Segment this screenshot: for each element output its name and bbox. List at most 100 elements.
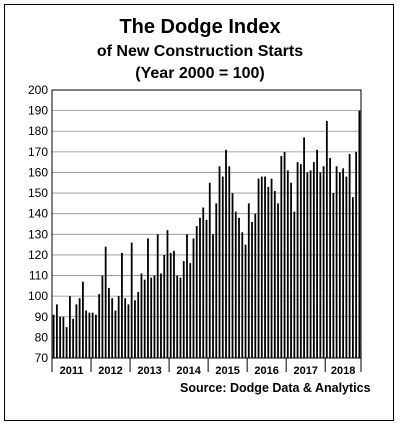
axes <box>51 89 362 372</box>
bar <box>108 287 110 358</box>
bar <box>286 170 289 358</box>
bar <box>130 242 133 358</box>
x-year-label: 2013 <box>137 365 161 377</box>
bar <box>101 275 104 358</box>
y-tick-label: 110 <box>29 269 48 283</box>
bar <box>322 166 325 358</box>
bar <box>202 207 205 358</box>
bar <box>72 318 75 358</box>
bar <box>355 151 358 358</box>
bar <box>283 151 286 358</box>
y-tick-label: 70 <box>35 351 49 365</box>
bar <box>182 261 185 358</box>
y-tick-label: 200 <box>28 83 48 97</box>
bar <box>290 182 292 358</box>
bar <box>345 176 348 358</box>
bar <box>59 316 62 358</box>
bar <box>121 252 123 358</box>
bar <box>137 292 140 358</box>
bar <box>303 137 305 358</box>
bar <box>169 252 172 358</box>
bar <box>264 176 266 358</box>
bar <box>234 211 237 358</box>
bar <box>257 178 260 358</box>
bar <box>127 304 130 358</box>
x-year-label: 2012 <box>98 365 122 377</box>
bar <box>280 155 283 358</box>
y-tick-label: 160 <box>28 165 48 179</box>
bar <box>52 314 55 358</box>
bar <box>351 197 354 358</box>
bar <box>143 279 146 358</box>
x-year-label: 2017 <box>293 365 317 377</box>
bar <box>88 312 91 358</box>
y-tick-label: 140 <box>28 207 48 221</box>
bar <box>251 221 253 358</box>
bar <box>160 273 162 358</box>
bar <box>189 263 192 358</box>
bar <box>254 213 257 358</box>
bar <box>82 281 84 358</box>
y-tick-label: 170 <box>28 145 48 159</box>
bar <box>199 217 201 358</box>
y-tick-label: 80 <box>35 330 49 344</box>
x-year-label: 2011 <box>60 365 84 377</box>
bar <box>104 246 107 358</box>
y-tick-label: 190 <box>28 104 48 118</box>
bar <box>319 172 322 358</box>
bar <box>306 172 309 358</box>
y-tick-label: 150 <box>28 186 48 200</box>
y-tick-labels: 70 80 90 100 110 120 130 140 150 160 170 180 190 200 <box>28 83 48 365</box>
bar <box>267 186 270 358</box>
bar <box>195 226 198 358</box>
bar <box>277 203 279 358</box>
bar <box>270 178 273 358</box>
x-year-label: 2015 <box>215 365 239 377</box>
bar <box>55 304 58 358</box>
bar <box>260 176 263 358</box>
bar <box>348 153 351 358</box>
bar <box>221 176 224 358</box>
bar <box>309 170 312 358</box>
bar <box>329 158 331 358</box>
bar <box>134 300 136 358</box>
bar <box>312 162 315 358</box>
bar <box>111 298 114 358</box>
chart-subtitle: of New Construction Starts <box>96 43 304 60</box>
bar <box>244 244 247 358</box>
plot-area-border <box>51 89 362 359</box>
bar <box>156 234 159 358</box>
y-tick-label: 100 <box>28 289 48 303</box>
bar <box>179 277 182 358</box>
bar <box>147 238 149 358</box>
source-note: Source: Dodge Data & Analytics <box>180 381 371 395</box>
bar <box>62 316 65 358</box>
bar <box>212 234 214 358</box>
bar <box>192 238 195 358</box>
bar <box>176 275 179 358</box>
x-year-labels: 2011 2012 2013 2014 2015 2016 2017 2018 <box>60 365 356 377</box>
bar <box>342 168 345 358</box>
chart-title: The Dodge Index <box>119 16 281 38</box>
bar <box>98 294 101 358</box>
bar <box>273 191 276 358</box>
bar <box>241 232 244 358</box>
bar <box>65 327 68 358</box>
bar <box>124 298 127 358</box>
bar <box>316 149 318 358</box>
bar <box>114 310 117 358</box>
bar <box>325 120 328 358</box>
bar <box>166 230 169 358</box>
bar <box>332 193 335 358</box>
bar <box>247 203 250 358</box>
bar <box>205 219 208 358</box>
y-tick-label: 180 <box>28 124 48 138</box>
y-tick-label: 90 <box>35 310 49 324</box>
y-tick-label: 130 <box>28 227 48 241</box>
bar <box>69 296 71 358</box>
bar <box>296 162 299 358</box>
bar <box>95 314 97 358</box>
bar <box>153 275 156 358</box>
bar <box>225 149 227 358</box>
x-year-label: 2014 <box>176 365 201 377</box>
